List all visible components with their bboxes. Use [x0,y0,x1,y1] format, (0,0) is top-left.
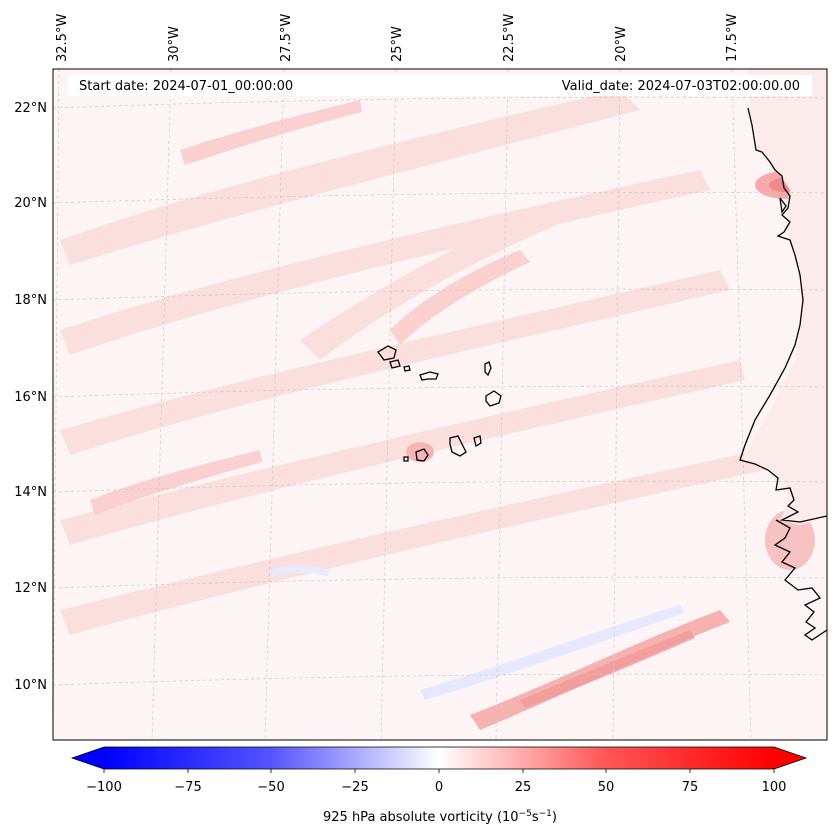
lat-label: 18°N [14,293,47,308]
lat-label: 12°N [14,581,47,596]
colorbar-gradient [104,747,774,769]
island-maio [473,435,482,448]
colorbar-title-main: 925 hPa absolute vorticity (10 [323,810,519,825]
island-brava [403,456,409,462]
island-fogo [415,448,429,462]
colorbar-extend-max [774,747,806,769]
colorbar-tick-label: 0 [435,780,443,795]
latitude-labels: 22°N 20°N 18°N 16°N 14°N 12°N 10°N [14,101,47,693]
colorbar-ticks [103,769,775,773]
island-boa-vista [485,390,502,407]
island-santa-luzia [403,365,411,372]
colorbar-title-mid: s [532,810,539,825]
colorbar-tick-label: 75 [682,780,699,795]
lat-label: 20°N [14,196,47,211]
vorticity-band-negative [420,605,685,700]
lon-label: 20°W [614,26,629,62]
colorbar-tick-label: 100 [762,780,787,795]
lon-label: 25°W [390,26,405,62]
africa-landmass [742,69,827,525]
longitude-labels: 32.5°W 30°W 27.5°W 25°W 22.5°W 20°W 17.5… [55,14,740,62]
lat-label: 16°N [14,390,47,405]
africa-coastline [739,107,827,523]
colorbar-title-exp2: −1 [539,809,552,819]
lat-label: 22°N [14,101,47,116]
island-sal [484,361,492,377]
colorbar-tick-label: −100 [86,780,122,795]
lon-label: 32.5°W [55,14,70,62]
lon-label: 22.5°W [502,14,517,62]
colorbar-title: 925 hPa absolute vorticity (10−5s−1) [323,809,557,825]
colorbar-tick-label: −50 [257,780,284,795]
colorbar-tick-label: 25 [515,780,532,795]
colorbar-tick-label: −25 [341,780,368,795]
island-sao-vicente [389,359,401,369]
lat-label: 10°N [14,678,47,693]
lon-label: 30°W [167,26,182,62]
island-santo-antao [377,345,397,361]
start-date-label: Start date: 2024-07-01_00:00:00 [79,79,293,94]
island-santiago [449,435,467,457]
vorticity-field [60,69,827,730]
colorbar-title-end: ) [552,810,557,825]
map-frame [52,68,828,741]
island-sao-nicolau [419,371,439,381]
valid-date-label: Valid_date: 2024-07-03T02:00:00.00 [562,79,800,94]
coastlines [377,107,827,641]
colorbar-title-exp1: −5 [519,809,532,819]
gridlines [53,69,827,740]
map-panel [52,68,828,741]
lon-label: 17.5°W [725,14,740,62]
colorbar: −100 −75 −50 −25 0 25 50 75 100 925 hPa … [70,746,808,825]
colorbar-extend-min [72,747,104,769]
lat-label: 14°N [14,485,47,500]
colorbar-tick-label: −75 [174,780,201,795]
colorbar-tick-label: 50 [598,780,615,795]
lon-label: 27.5°W [279,14,294,62]
header-banner [68,75,812,96]
